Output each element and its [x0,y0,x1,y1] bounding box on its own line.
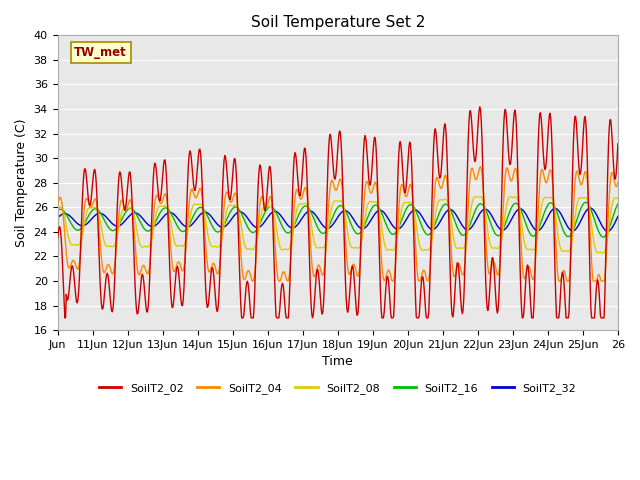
SoilT2_02 [614,141,622,146]
SoilT2_04 [120,200,127,206]
SoilT2_16 [427,230,435,236]
SoilT2_16 [582,200,589,205]
SoilT2_04 [477,164,484,169]
Legend: SoilT2_02, SoilT2_04, SoilT2_08, SoilT2_16, SoilT2_32: SoilT2_02, SoilT2_04, SoilT2_08, SoilT2_… [95,379,581,398]
SoilT2_08 [223,210,230,216]
SoilT2_32 [223,223,230,228]
SoilT2_16 [271,208,279,214]
SoilT2_04 [54,200,61,205]
SoilT2_02 [223,170,231,176]
SoilT2_02 [120,205,128,211]
SoilT2_16 [54,208,61,214]
SoilT2_32 [120,220,127,226]
Text: TW_met: TW_met [74,46,127,59]
SoilT2_16 [120,214,127,219]
SoilT2_16 [396,223,403,228]
SoilT2_16 [223,217,230,223]
SoilT2_02 [272,313,280,319]
SoilT2_08 [120,206,127,212]
SoilT2_08 [396,220,403,226]
Line: SoilT2_08: SoilT2_08 [58,197,618,253]
SoilT2_02 [251,286,259,291]
SoilT2_04 [223,189,230,195]
SoilT2_32 [604,228,612,234]
SoilT2_16 [614,201,622,207]
SoilT2_08 [427,242,435,248]
SoilT2_32 [271,208,279,214]
SoilT2_08 [614,196,622,202]
Line: SoilT2_04: SoilT2_04 [58,167,618,281]
SoilT2_32 [614,214,622,219]
SoilT2_08 [250,246,258,252]
SoilT2_02 [476,104,484,109]
SoilT2_32 [586,205,594,211]
Line: SoilT2_32: SoilT2_32 [58,208,618,231]
SoilT2_04 [272,256,280,262]
SoilT2_02 [54,236,61,242]
SoilT2_08 [54,204,61,210]
SoilT2_32 [396,226,403,231]
SoilT2_08 [600,250,607,256]
Title: Soil Temperature Set 2: Soil Temperature Set 2 [250,15,425,30]
Line: SoilT2_16: SoilT2_16 [58,203,618,237]
SoilT2_16 [250,229,258,235]
SoilT2_16 [600,234,607,240]
SoilT2_32 [250,223,258,229]
SoilT2_32 [54,215,61,221]
SoilT2_08 [271,217,279,223]
SoilT2_08 [477,194,484,200]
Line: SoilT2_02: SoilT2_02 [58,107,618,318]
X-axis label: Time: Time [323,355,353,369]
SoilT2_04 [396,188,404,194]
SoilT2_32 [427,226,435,232]
SoilT2_04 [614,180,622,185]
SoilT2_02 [61,315,68,321]
SoilT2_04 [428,241,435,247]
SoilT2_04 [251,270,259,276]
SoilT2_04 [249,278,257,284]
SoilT2_02 [396,139,404,144]
SoilT2_02 [428,210,435,216]
Y-axis label: Soil Temperature (C): Soil Temperature (C) [15,119,28,247]
